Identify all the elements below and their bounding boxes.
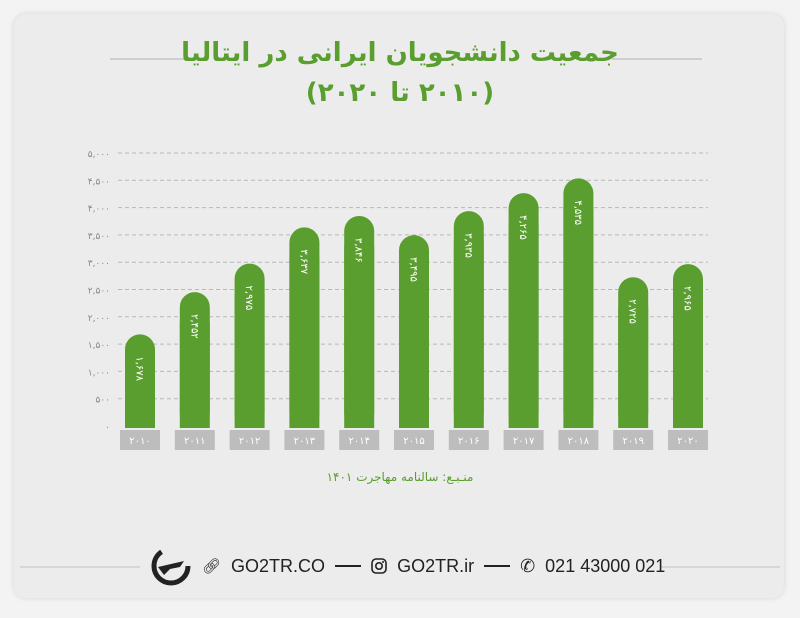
category-box <box>394 430 434 450</box>
data-label: ۲,۴۵۲ <box>188 314 199 339</box>
x-tick-label: ۲۰۱۴ <box>348 436 369 447</box>
bar-base <box>234 293 265 428</box>
category-box <box>448 430 489 450</box>
category-box <box>284 430 325 450</box>
y-tick-label: ۲,۵۰۰ <box>88 287 110 297</box>
category-box <box>229 430 270 450</box>
data-label: ۳,۶۳۷ <box>298 249 309 274</box>
x-tick-label: ۲۰۱۹ <box>622 436 643 447</box>
data-label: ۳,۴۹۵ <box>408 257 419 282</box>
bar-base <box>453 241 484 428</box>
footer-divider-left <box>20 566 140 568</box>
category-box <box>174 430 215 450</box>
title-divider-left <box>110 58 200 60</box>
category-box <box>339 430 380 450</box>
data-label: ۳,۹۳۵ <box>462 233 473 258</box>
y-tick-label: ۱,۰۰۰ <box>88 368 110 378</box>
data-label: ۳,۸۴۶ <box>353 238 364 263</box>
category-box <box>558 430 599 450</box>
bar-base <box>344 246 375 428</box>
data-label: ۴,۲۶۵ <box>517 215 528 240</box>
bar-base <box>179 322 210 428</box>
chart-title: جمعیت دانشجویان ایرانی در ایتالیا <box>181 38 619 68</box>
category-box <box>668 430 708 450</box>
phone-number[interactable]: 021 43000 021 <box>545 555 666 576</box>
y-tick-label: ۵,۰۰۰ <box>88 150 110 160</box>
website-link[interactable]: GO2TR.CO <box>231 555 326 576</box>
y-tick-label: ۳,۵۰۰ <box>88 232 110 242</box>
data-label: ۴,۵۳۵ <box>572 200 583 225</box>
category-box <box>503 430 544 450</box>
go2tr-logo-icon <box>151 546 191 586</box>
phone-icon: ✆ <box>520 555 536 576</box>
y-tick-label: ۱,۵۰۰ <box>88 341 110 351</box>
y-tick-label: ۵۰۰ <box>95 396 110 406</box>
bar-base <box>289 257 320 428</box>
separator <box>335 565 362 567</box>
y-tick-label: ۰ <box>105 423 110 433</box>
instagram-link[interactable]: GO2TR.ir <box>397 555 475 576</box>
chart-subtitle: (۲۰۱۰ تا ۲۰۲۰) <box>305 78 495 108</box>
y-tick-label: ۴,۰۰۰ <box>88 205 110 215</box>
link-icon: 🔗︎ <box>202 558 222 575</box>
x-tick-label: ۲۰۱۰ <box>129 436 150 447</box>
bar-base <box>563 208 594 428</box>
x-tick-label: ۲۰۱۶ <box>458 436 479 447</box>
instagram-icon <box>371 558 387 574</box>
bar-base <box>618 307 649 428</box>
x-tick-label: ۲۰۱۵ <box>403 436 424 447</box>
footer-divider-right <box>660 566 780 568</box>
x-tick-label: ۲۰۱۲ <box>239 436 260 447</box>
x-tick-label: ۲۰۱۱ <box>184 436 205 447</box>
bar-base <box>508 223 539 428</box>
y-tick-label: ۴,۵۰۰ <box>88 177 110 187</box>
data-label: ۲,۹۶۵ <box>682 286 693 311</box>
data-label: ۱,۶۷۸ <box>134 356 145 381</box>
bar-base <box>673 294 703 428</box>
y-tick-label: ۳,۰۰۰ <box>88 259 110 269</box>
x-tick-label: ۲۰۱۳ <box>294 436 316 447</box>
footer: 🔗︎ GO2TR.CO GO2TR.ir ✆ 021 43000 021 <box>150 545 665 587</box>
data-label: ۲,۹۷۵ <box>243 286 254 311</box>
category-box <box>120 430 160 450</box>
x-tick-label: ۲۰۱۸ <box>568 436 590 447</box>
x-tick-label: ۲۰۱۷ <box>513 436 535 447</box>
title-divider-right <box>612 58 702 60</box>
bar-base <box>125 364 155 428</box>
x-tick-label: ۲۰۲۰ <box>677 436 698 447</box>
bar-base <box>399 265 429 428</box>
separator <box>484 565 511 567</box>
y-tick-label: ۲,۰۰۰ <box>88 314 110 324</box>
category-box <box>613 430 654 450</box>
source-note: منـبـع: سالنامه مهاجرت ۱۴۰۱ <box>326 470 474 484</box>
data-label: ۲,۷۲۵ <box>627 299 638 324</box>
